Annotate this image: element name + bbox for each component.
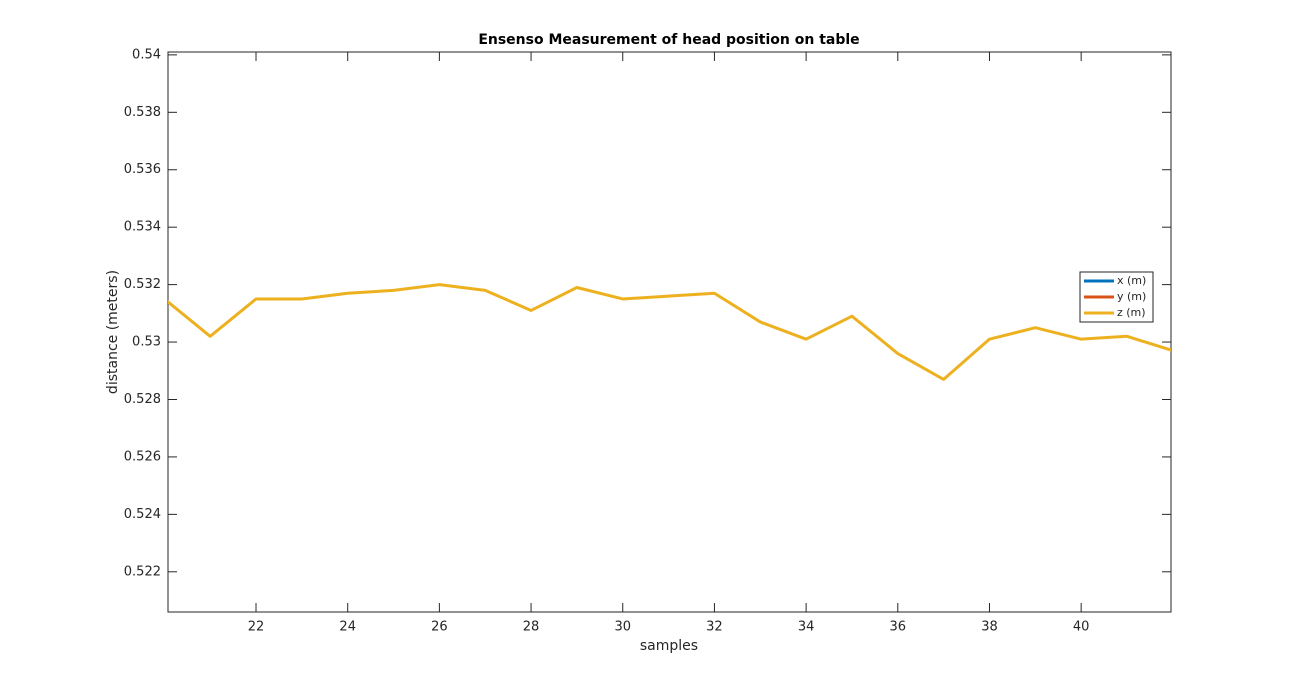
series-layer (168, 283, 1171, 381)
x-axis-label: samples (640, 638, 698, 654)
y-tick-label: 0.522 (124, 564, 161, 579)
legend-label: y (m) (1117, 290, 1146, 303)
x-tick-label: 34 (798, 620, 815, 635)
x-tick-label: 28 (523, 620, 540, 635)
x-tick-label: 40 (1073, 620, 1090, 635)
y-tick-label: 0.53 (132, 335, 161, 350)
x-tick-label: 22 (248, 620, 265, 635)
y-tick-label: 0.534 (124, 220, 161, 235)
x-tick-label: 38 (981, 620, 998, 635)
legend-label: x (m) (1117, 274, 1146, 287)
x-tick-label: 30 (614, 620, 631, 635)
y-tick-label: 0.526 (124, 449, 161, 464)
chart-title: Ensenso Measurement of head position on … (478, 32, 859, 48)
y-tick-label: 0.528 (124, 392, 161, 407)
y-tick-label: 0.532 (124, 277, 161, 292)
y-tick-label: 0.524 (124, 507, 161, 522)
x-tick-label: 36 (890, 620, 907, 635)
plot-area (167, 51, 1172, 613)
y-tick-label: 0.54 (132, 47, 161, 62)
x-tick-label: 32 (706, 620, 723, 635)
y-tick-label: 0.538 (124, 105, 161, 120)
y-axis-label: distance (meters) (105, 270, 121, 394)
y-tick-label: 0.536 (124, 162, 161, 177)
x-tick-label: 24 (339, 620, 356, 635)
line-series (168, 283, 1171, 381)
legend-label: z (m) (1117, 306, 1146, 319)
x-tick-label: 26 (431, 620, 448, 635)
